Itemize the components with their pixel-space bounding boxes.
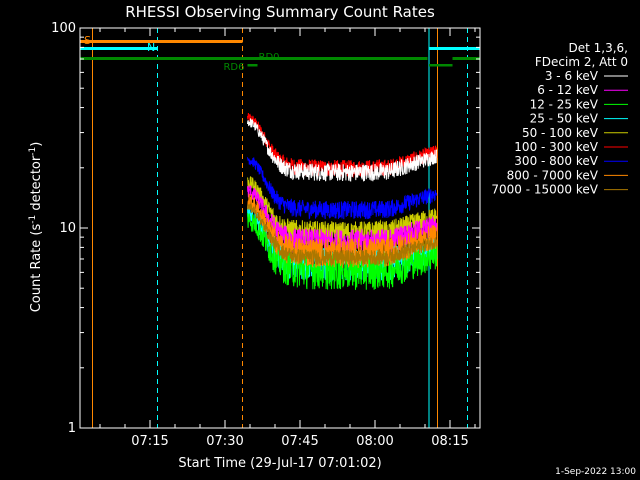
night-flag-bar [429, 47, 480, 50]
saa-flag-bar [80, 40, 243, 43]
rd0-flag-label: RD0 [259, 52, 280, 63]
night-flag-bar [80, 47, 158, 50]
legend-label: 6 - 12 keV [537, 83, 599, 97]
x-tick-label: 07:15 [131, 434, 168, 449]
flag-bars: S N RD0 RD6 [80, 34, 480, 73]
y-axis-label-end: ) [29, 142, 44, 147]
legend-label: 7000 - 15000 keV [491, 183, 598, 197]
x-axis-label: Start Time (29-Jul-17 07:01:02) [178, 456, 381, 471]
legend-label: 50 - 100 keV [522, 126, 599, 140]
y-tick-label: 10 [59, 221, 76, 236]
rd6-flag-label: RD6 [223, 62, 244, 73]
y-axis-label: Count Rate (s-1 detector-1) [28, 142, 44, 313]
rd0-flag-bar [452, 57, 480, 60]
legend-label: 25 - 50 keV [530, 112, 599, 126]
timestamp: 1-Sep-2022 13:00 [555, 467, 636, 477]
legend-label: 300 - 800 keV [514, 154, 598, 168]
y-axis-label-mid: detector [29, 155, 44, 215]
rd6-flag-bar [429, 64, 453, 67]
night-flag-label: N [147, 41, 155, 54]
y-axis-label-sup2: -1 [28, 147, 38, 156]
x-tick-label: 08:15 [431, 434, 468, 449]
y-tick-label: 1 [68, 421, 76, 436]
legend-label: 800 - 7000 keV [507, 168, 599, 182]
legend-label: 3 - 6 keV [545, 69, 599, 83]
plot-area [92, 28, 468, 428]
rd0-flag-bar [80, 57, 428, 60]
legend-header-1: Det 1,3,6, [569, 41, 629, 55]
x-tick-label: 07:45 [281, 434, 318, 449]
saa-flag-label: S [84, 34, 91, 47]
legend-header-2: FDecim 2, Att 0 [535, 55, 628, 69]
x-tick-label: 07:30 [206, 434, 243, 449]
rd6-flag-bar [247, 64, 258, 67]
y-tick-label: 100 [51, 21, 76, 36]
series-line [247, 157, 438, 220]
legend-label: 12 - 25 keV [530, 97, 599, 111]
series-line [247, 203, 438, 268]
legend-label: 100 - 300 keV [514, 140, 598, 154]
x-tick-label: 08:00 [356, 434, 393, 449]
y-axis-label-main: Count Rate (s [29, 224, 44, 313]
axes: 1 10 100 07:15 07:30 07:45 08:00 08:15 [51, 21, 481, 449]
chart-title: RHESSI Observing Summary Count Rates [125, 3, 435, 21]
series-line [247, 118, 438, 182]
y-axis-label-sup1: -1 [28, 215, 38, 224]
